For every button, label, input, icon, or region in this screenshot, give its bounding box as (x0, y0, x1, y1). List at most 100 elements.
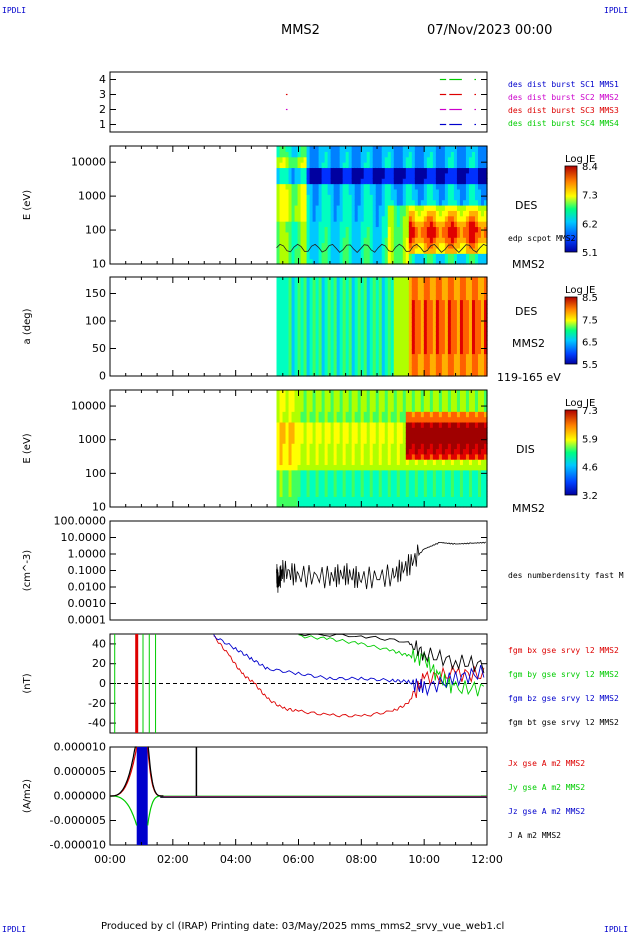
spectrogram-cell (318, 221, 323, 228)
spectrogram-cell (444, 496, 449, 503)
spectrogram-cell (438, 290, 443, 296)
spectrogram-cell (417, 295, 422, 301)
spectrogram-cell (438, 349, 443, 355)
spectrogram-cell (303, 277, 308, 283)
spectrogram-cell (372, 151, 377, 158)
spectrogram-cell (324, 443, 329, 450)
spectrogram-cell (417, 205, 422, 211)
spectrogram-cell (354, 340, 359, 346)
spectrogram-cell (354, 183, 359, 190)
spectrogram-cell (483, 304, 488, 310)
spectrogram-cell (279, 480, 284, 487)
spectrogram-cell (474, 286, 479, 292)
spectrogram-cell (330, 326, 335, 332)
spectrogram-cell (363, 286, 368, 292)
spectrogram-cell (363, 299, 368, 305)
spectrogram-cell (297, 335, 302, 341)
spectrogram-cell (477, 221, 482, 228)
spectrogram-cell (363, 331, 368, 337)
spectrogram-cell (390, 156, 395, 163)
spectrogram-cell (318, 349, 323, 355)
spectrogram-cell (276, 344, 281, 350)
spectrogram-cell (279, 448, 284, 455)
colorbar-tick-label: 7.3 (582, 191, 598, 202)
spectrogram-cell (465, 362, 470, 368)
spectrogram-cell (444, 485, 449, 492)
spectrogram-cell (336, 226, 341, 233)
spectrogram-cell (447, 281, 452, 287)
spectrogram-cell (417, 313, 422, 319)
spectrogram-cell (381, 344, 386, 350)
spectrogram-cell (282, 178, 287, 185)
spectrogram-cell (456, 335, 461, 341)
spectrogram-cell (435, 215, 440, 222)
spectrogram-cell (297, 349, 302, 355)
spectrogram-cell (294, 281, 299, 287)
spectrogram-cell (429, 416, 434, 423)
spectrogram-cell (459, 172, 464, 179)
spectrogram-cell (441, 367, 446, 373)
spectrogram-cell (387, 281, 392, 287)
spectrogram-cell (387, 295, 392, 301)
spectrogram-cell (399, 453, 404, 460)
spectrogram-cell (375, 299, 380, 305)
y-tick-label: -20 (88, 697, 106, 710)
spectrogram-cell (360, 146, 365, 152)
spectrogram-cell (432, 290, 437, 296)
spectrogram-cell (372, 469, 377, 476)
spectrogram-cell (480, 313, 485, 319)
spectrogram-cell (447, 317, 452, 323)
spectrogram-cell (342, 215, 347, 222)
spectrogram-cell (432, 210, 437, 217)
spectrogram-cell (396, 237, 401, 244)
spectrogram-cell (453, 326, 458, 332)
spectrogram-cell (393, 304, 398, 310)
spectrogram-cell (477, 322, 482, 328)
spectrogram-cell (306, 322, 311, 328)
spectrogram-cell (357, 400, 362, 407)
spectrogram-cell (363, 304, 368, 310)
spectrogram-cell (462, 199, 467, 206)
spectrogram-cell (414, 421, 419, 428)
spectrogram-cell (417, 427, 422, 434)
spectrogram-cell (474, 167, 479, 174)
spectrogram-cell (396, 464, 401, 471)
spectrogram-cell (438, 411, 443, 418)
spectrogram-cell (324, 335, 329, 341)
spectrogram-cell (450, 485, 455, 492)
spectrogram-cell (414, 390, 419, 396)
spectrogram-cell (474, 146, 479, 152)
spectrogram-cell (333, 242, 338, 249)
spectrogram-cell (318, 231, 323, 238)
spectrogram-cell (357, 390, 362, 396)
spectrogram-cell (447, 237, 452, 244)
spectrogram-cell (306, 231, 311, 238)
spectrogram-cell (372, 443, 377, 450)
spectrogram-cell (465, 469, 470, 476)
spectrogram-cell (483, 371, 488, 377)
spectrogram-cell (408, 427, 413, 434)
spectrogram-cell (276, 340, 281, 346)
spectrogram-cell (450, 151, 455, 158)
spectrogram-cell (366, 453, 371, 460)
spectrogram-cell (285, 371, 290, 377)
spectrogram-cell (447, 253, 452, 260)
spectrogram-cell (387, 313, 392, 319)
spectrogram-cell (378, 299, 383, 305)
spectrogram-cell (285, 162, 290, 169)
spectrogram-cell (291, 344, 296, 350)
spectrogram-cell (411, 416, 416, 423)
spectrogram-cell (345, 485, 350, 492)
spectrogram-cell (303, 281, 308, 287)
spectrogram-cell (369, 237, 374, 244)
spectrogram-cell (366, 151, 371, 158)
spectrogram-cell (321, 247, 326, 254)
spectrogram-cell (357, 242, 362, 249)
spectrogram-cell (429, 367, 434, 373)
spectrogram-cell (288, 295, 293, 301)
spectrogram-cell (363, 335, 368, 341)
spectrogram-cell (369, 469, 374, 476)
spectrogram-cell (465, 188, 470, 195)
spectrogram-cell (351, 194, 356, 201)
spectrogram-cell (327, 237, 332, 244)
